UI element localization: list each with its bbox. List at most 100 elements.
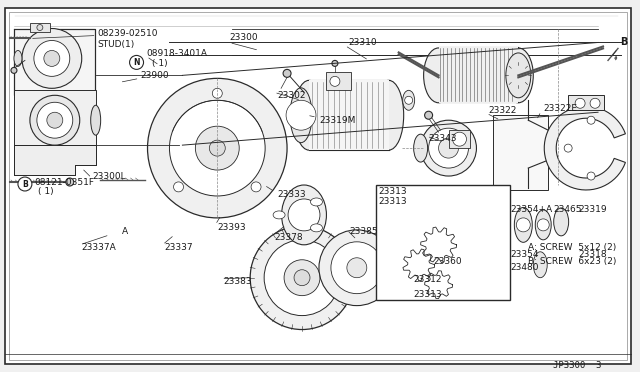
Polygon shape	[14, 29, 95, 95]
Text: 23313: 23313	[379, 187, 408, 196]
Circle shape	[286, 100, 316, 130]
Circle shape	[18, 177, 32, 191]
Text: A: A	[122, 227, 128, 236]
Ellipse shape	[282, 185, 326, 245]
Circle shape	[37, 102, 73, 138]
Circle shape	[458, 269, 470, 281]
Text: 23383: 23383	[223, 277, 252, 286]
Text: A: SCREW  5x12 (2): A: SCREW 5x12 (2)	[528, 243, 616, 252]
Text: B: B	[22, 180, 28, 189]
Ellipse shape	[290, 88, 312, 142]
Ellipse shape	[504, 48, 533, 103]
Bar	[30, 23, 50, 32]
Text: 23480: 23480	[510, 263, 539, 272]
Ellipse shape	[374, 80, 404, 150]
Text: ( 1): ( 1)	[152, 59, 167, 68]
Text: 08121-0351F: 08121-0351F	[34, 177, 94, 186]
Circle shape	[47, 112, 63, 128]
Circle shape	[129, 55, 143, 70]
Circle shape	[11, 67, 17, 73]
Text: 23300: 23300	[229, 33, 258, 42]
Text: N: N	[133, 58, 140, 67]
Circle shape	[587, 116, 595, 124]
Circle shape	[452, 263, 476, 287]
Text: B: B	[620, 38, 627, 48]
Bar	[493, 115, 548, 190]
Text: 08918-3401A: 08918-3401A	[147, 49, 207, 58]
Text: 23343: 23343	[429, 134, 457, 142]
Circle shape	[483, 265, 493, 275]
Ellipse shape	[91, 105, 100, 135]
Text: 23319: 23319	[578, 205, 607, 214]
Circle shape	[170, 100, 265, 196]
Text: 23354+A: 23354+A	[510, 205, 552, 214]
Ellipse shape	[515, 208, 532, 242]
Circle shape	[34, 41, 70, 76]
Circle shape	[575, 98, 585, 108]
Text: 23302: 23302	[277, 91, 305, 100]
Ellipse shape	[554, 208, 569, 236]
Circle shape	[284, 260, 320, 296]
Circle shape	[319, 230, 395, 306]
Circle shape	[44, 51, 60, 66]
Circle shape	[30, 95, 80, 145]
Text: 23337A: 23337A	[82, 243, 116, 252]
Circle shape	[587, 172, 595, 180]
Circle shape	[264, 240, 340, 315]
Circle shape	[251, 182, 261, 192]
Circle shape	[148, 78, 287, 218]
Ellipse shape	[310, 198, 323, 206]
Circle shape	[22, 29, 82, 88]
Circle shape	[479, 260, 499, 280]
Ellipse shape	[403, 90, 415, 110]
Ellipse shape	[533, 252, 547, 278]
Circle shape	[452, 132, 467, 146]
Circle shape	[590, 98, 600, 108]
Text: JP3300  3: JP3300 3	[553, 361, 602, 370]
Ellipse shape	[413, 134, 428, 162]
Circle shape	[37, 25, 43, 31]
Text: 23310: 23310	[348, 38, 376, 47]
Circle shape	[347, 258, 367, 278]
Text: 23465: 23465	[553, 205, 582, 214]
Text: 23378: 23378	[274, 233, 303, 242]
Bar	[449, 130, 470, 148]
Ellipse shape	[506, 53, 531, 98]
Circle shape	[66, 178, 74, 186]
Polygon shape	[14, 145, 96, 175]
Ellipse shape	[294, 80, 324, 150]
Circle shape	[424, 111, 433, 119]
Circle shape	[404, 96, 413, 104]
Text: 23300L: 23300L	[93, 171, 126, 180]
Polygon shape	[544, 106, 625, 190]
Text: ( 1): ( 1)	[38, 187, 54, 196]
Bar	[326, 73, 351, 90]
Circle shape	[420, 120, 476, 176]
Text: STUD(1): STUD(1)	[98, 40, 135, 49]
Text: 23322E: 23322E	[543, 104, 577, 113]
Text: 23318: 23318	[578, 250, 607, 259]
Bar	[568, 95, 604, 110]
Text: 23337: 23337	[164, 243, 193, 252]
Circle shape	[209, 140, 225, 156]
Text: 23322: 23322	[488, 106, 516, 115]
Ellipse shape	[424, 48, 454, 103]
Text: B: SCREW  6x23 (2): B: SCREW 6x23 (2)	[528, 257, 617, 266]
Circle shape	[330, 76, 340, 86]
Circle shape	[173, 182, 184, 192]
Ellipse shape	[310, 224, 323, 232]
Text: 23900: 23900	[141, 71, 169, 80]
Circle shape	[433, 239, 445, 251]
Ellipse shape	[273, 211, 285, 219]
Circle shape	[283, 70, 291, 77]
Circle shape	[332, 60, 338, 66]
Circle shape	[413, 260, 424, 270]
Circle shape	[433, 280, 444, 290]
Circle shape	[123, 230, 132, 240]
Circle shape	[250, 226, 354, 330]
Text: 23312: 23312	[413, 275, 442, 284]
Text: 23313: 23313	[379, 198, 408, 206]
Circle shape	[516, 218, 531, 232]
Circle shape	[195, 126, 239, 170]
Text: 23319M: 23319M	[319, 116, 355, 125]
